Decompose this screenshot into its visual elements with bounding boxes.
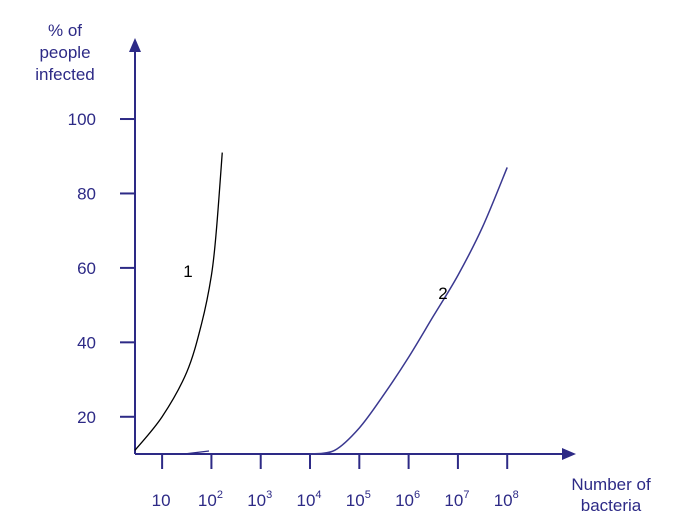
x-tick-label: 105	[346, 489, 371, 510]
curve-label-1: 1	[183, 262, 192, 281]
x-tick-label: 10	[152, 491, 171, 510]
y-tick-label: 100	[68, 110, 96, 129]
x-axis-arrow	[562, 448, 576, 460]
x-tick-label: 107	[444, 489, 469, 510]
y-axis-arrow	[129, 38, 141, 52]
y-axis-title: % of people infected	[35, 21, 95, 84]
series-layer	[134, 152, 508, 455]
x-tick-label: 108	[494, 489, 519, 510]
curve-label-2: 2	[438, 284, 447, 303]
x-tick-label: 106	[395, 489, 420, 510]
x-axis-title: Number of bacteria	[571, 475, 651, 515]
series-line-2	[309, 167, 508, 455]
x-tick-label: 102	[198, 489, 223, 510]
y-tick-label: 60	[77, 259, 96, 278]
y-tick-label: 40	[77, 333, 96, 352]
x-tick-label: 104	[296, 489, 321, 510]
y-tick-label: 80	[77, 184, 96, 203]
axes	[120, 38, 576, 469]
labels-layer: 20 40 60 80 100 10 102 103 104 105 106 107 108 % of pe…	[35, 21, 651, 515]
y-tick-label: 20	[77, 408, 96, 427]
axis-segment	[183, 450, 210, 455]
x-tick-label: 103	[247, 489, 272, 510]
series-line-1	[134, 152, 223, 451]
